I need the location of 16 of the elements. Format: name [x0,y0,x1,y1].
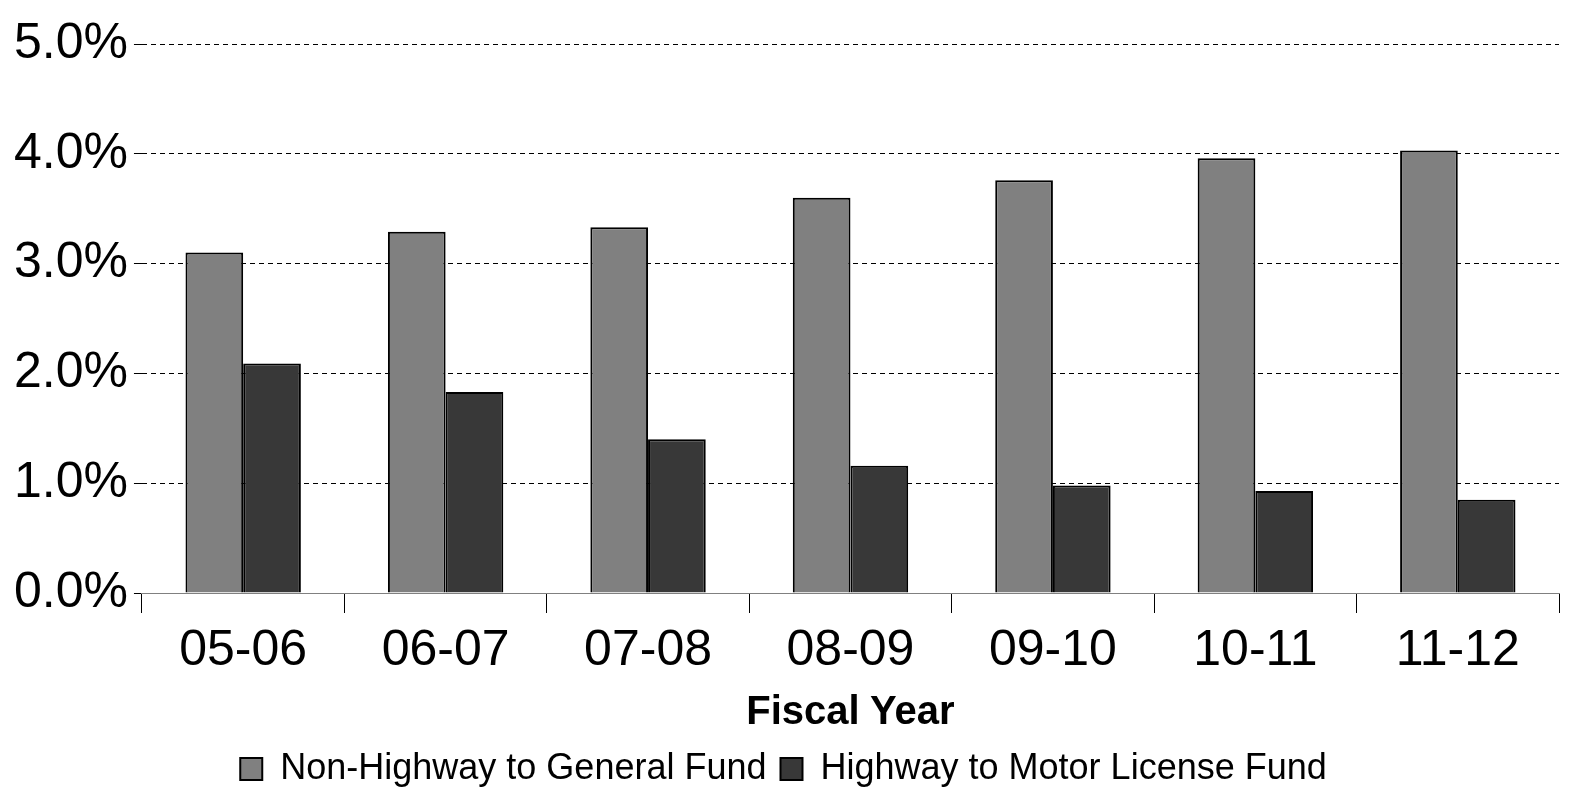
y-tick-label: 0.0% [14,561,128,618]
x-axis-title: Fiscal Year [746,688,955,733]
x-tick-label: 05-06 [179,619,308,676]
y-tick-label: 2.0% [14,342,128,399]
y-tick-label: 5.0% [14,12,128,69]
legend-label: Highway to Motor License Fund [820,745,1327,787]
x-tick-label: 10-11 [1193,619,1318,676]
x-tick-label: 09-10 [988,619,1117,676]
y-tick-label: 3.0% [14,232,128,289]
y-tick-label: 4.0% [14,122,128,179]
x-tick-label: 11-12 [1395,619,1520,676]
y-tick-label: 1.0% [14,451,128,508]
x-tick-label: 08-09 [786,619,915,676]
x-tick-label: 06-07 [381,619,510,676]
x-tick-label: 07-08 [584,619,712,676]
legend-label: Non-Highway to General Fund [280,745,767,787]
